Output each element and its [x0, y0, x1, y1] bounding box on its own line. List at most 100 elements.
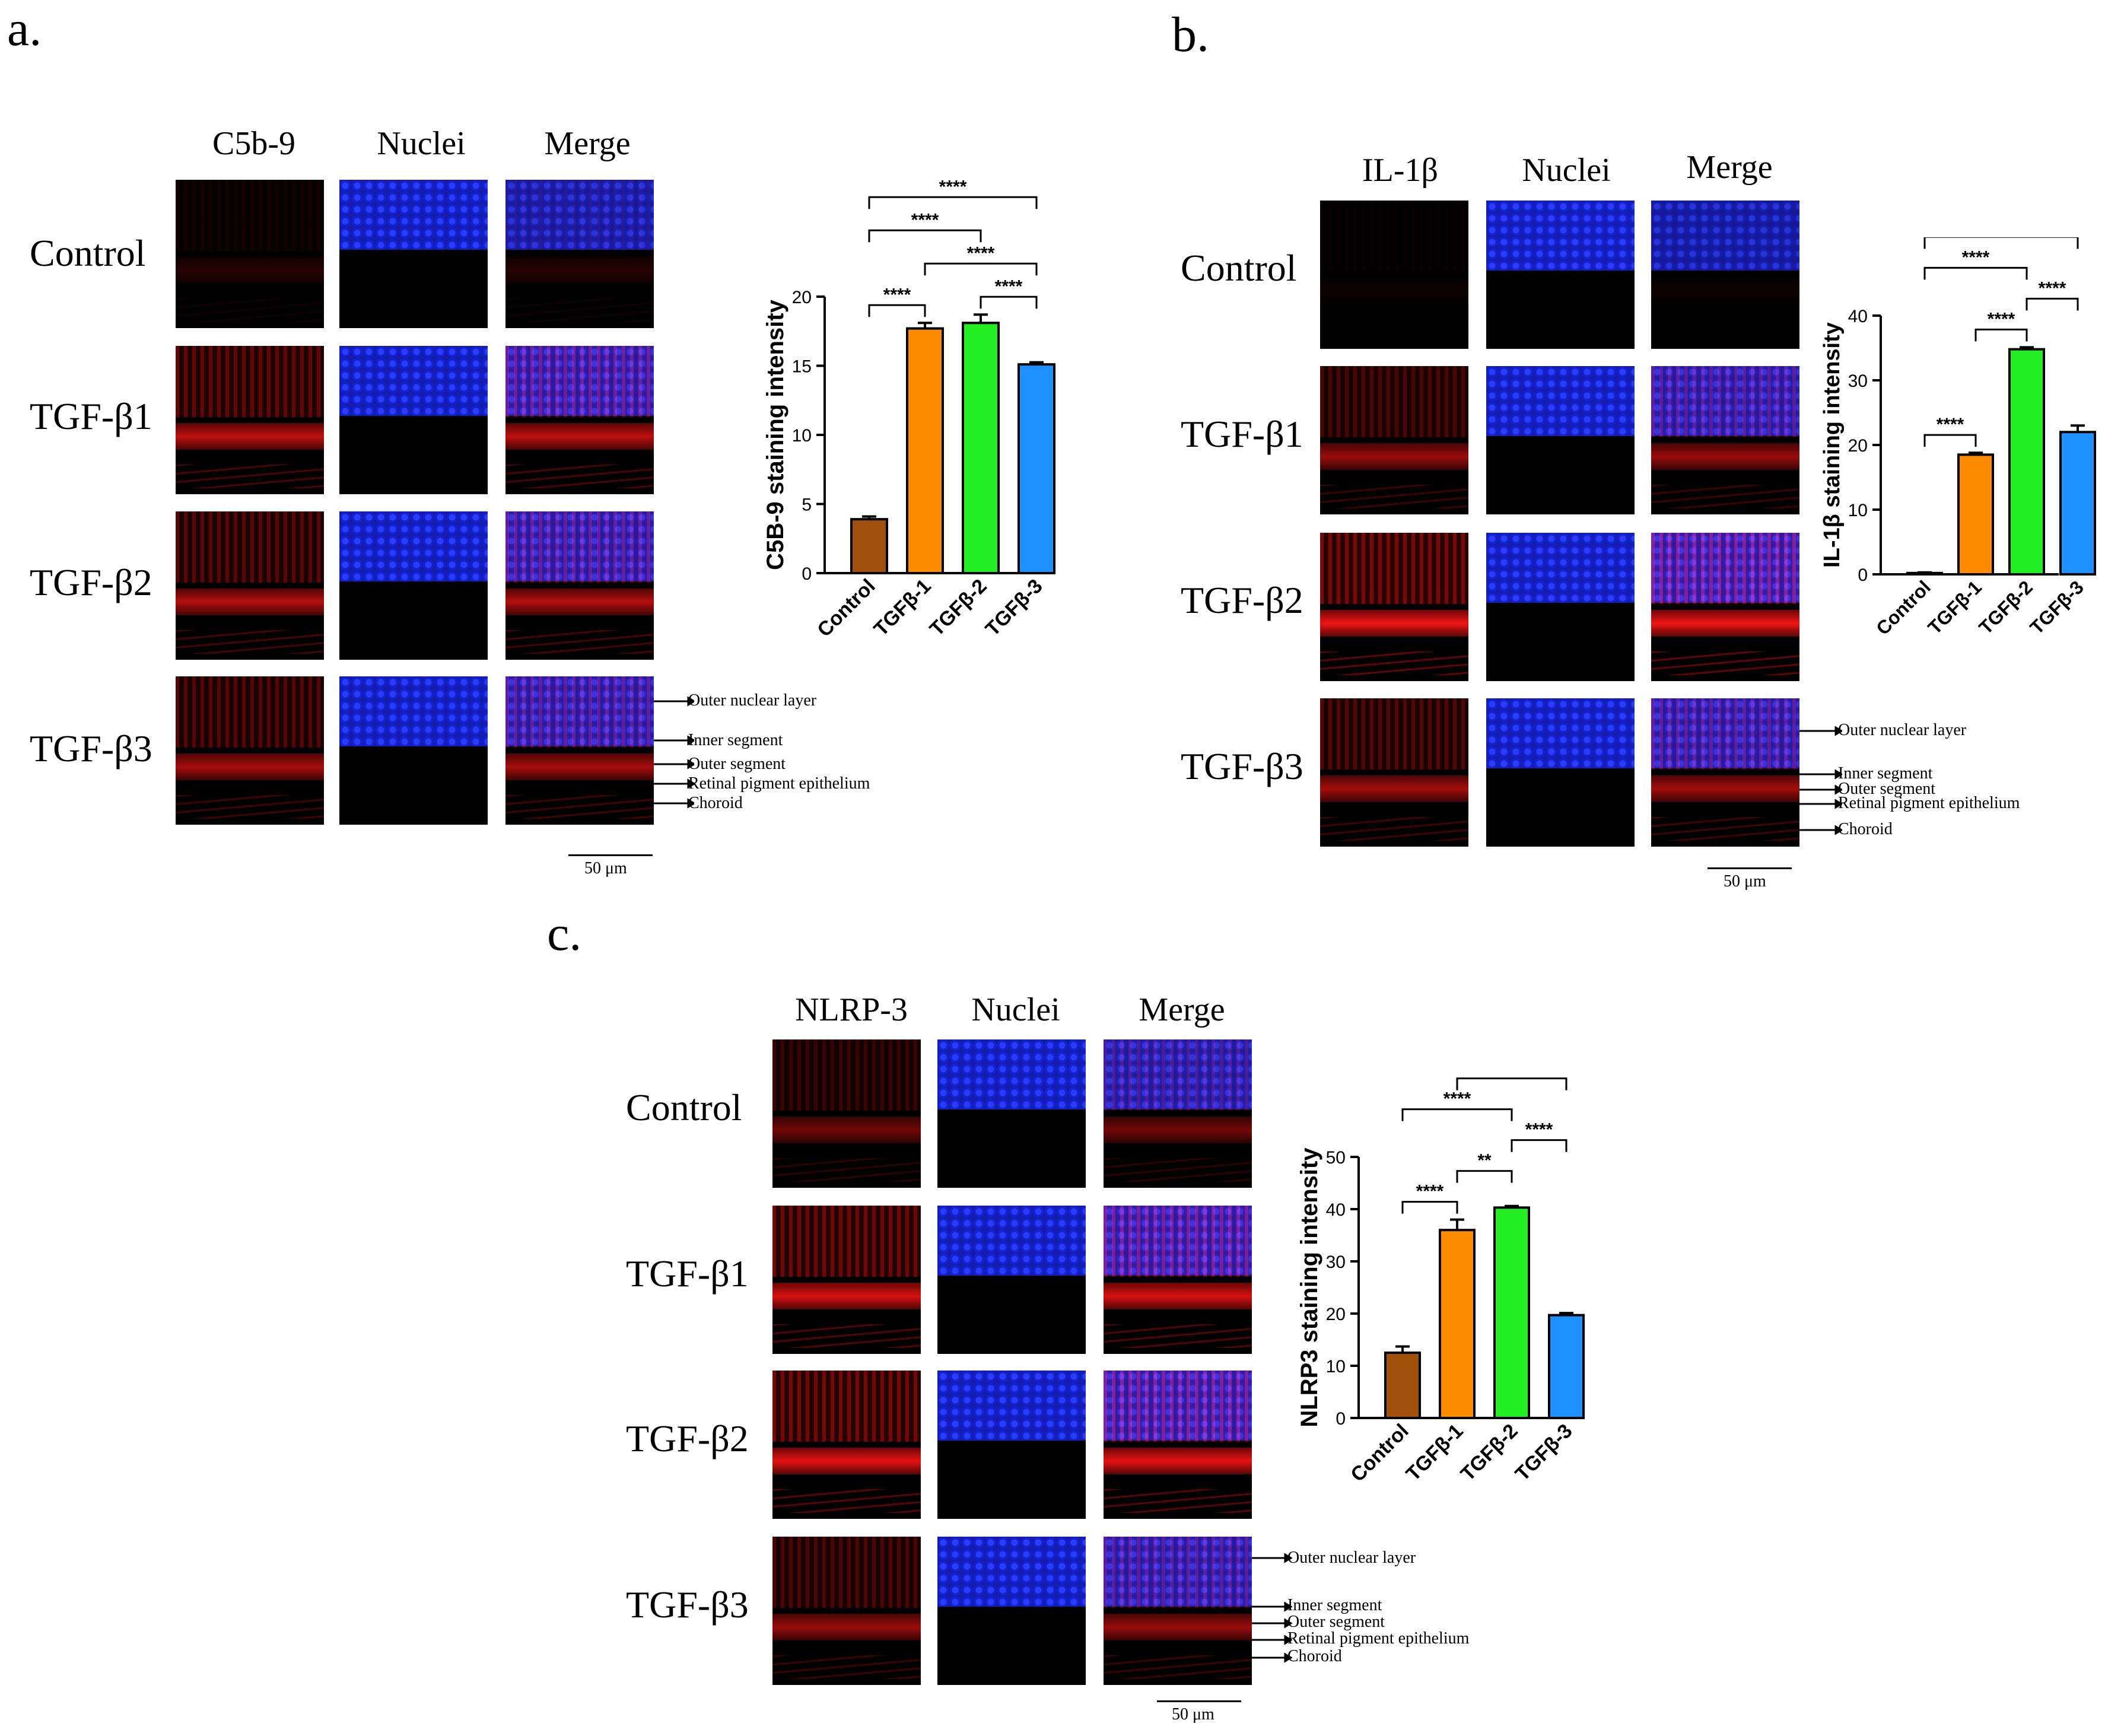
- layer-label-outer-nuclear: Outer nuclear layer: [688, 691, 817, 710]
- significance-line: [868, 196, 1038, 209]
- micrograph-tgfb1-nuclei: [937, 1206, 1086, 1354]
- micrograph-tgfb1-nuclei: [339, 346, 488, 494]
- micrograph-tgfb3-merge: [1104, 1537, 1252, 1685]
- micrograph-control-nuclei: [1486, 201, 1635, 349]
- micrograph-tgfb2-merge: [1651, 533, 1799, 681]
- y-tick-label: 40: [1848, 307, 1868, 326]
- y-tick-label: 30: [1326, 1252, 1346, 1272]
- row-label-tgfb2: TGF-β2: [30, 561, 152, 603]
- micrograph-control-merge: [1651, 201, 1799, 349]
- micrograph-tgfb2-merge: [505, 511, 654, 660]
- y-tick-label: 0: [1336, 1409, 1346, 1429]
- significance-line: [2026, 297, 2079, 311]
- significance-label: **: [1477, 1151, 1492, 1171]
- category-label-tgfb3: TGFβ-3: [1511, 1420, 1577, 1486]
- row-label-control: Control: [626, 1086, 742, 1128]
- bar-tgfb1: [906, 327, 944, 574]
- micrograph-tgfb2-merge: [1104, 1371, 1252, 1519]
- significance-line: [1923, 434, 1977, 447]
- significance-label: ****: [1443, 1089, 1471, 1109]
- category-label-tgfb3: TGFβ-3: [981, 575, 1047, 641]
- row-label-control: Control: [1181, 247, 1297, 289]
- y-tick-label: 10: [792, 426, 812, 446]
- y-tick-label: 40: [1326, 1200, 1346, 1220]
- micrograph-tgfb3-merge: [505, 676, 654, 825]
- y-axis-label: C5B-9 staining intensity: [762, 299, 788, 570]
- significance-label: ****: [967, 243, 995, 263]
- y-tick-label: 5: [802, 495, 812, 515]
- scale-bar-c-label: 50 μm: [1172, 1705, 1214, 1724]
- y-tick-label: 0: [1858, 565, 1868, 585]
- layer-label-outer-nuclear: Outer nuclear layer: [1287, 1549, 1416, 1567]
- significance-label: ****: [1525, 1120, 1553, 1140]
- significance-label: ****: [939, 177, 967, 196]
- significance-line: [868, 304, 926, 317]
- scale-bar-b: [1708, 867, 1792, 869]
- bar-tgfb3: [1548, 1314, 1585, 1420]
- significance-label: ****: [1416, 1182, 1444, 1201]
- micrograph-tgfb3-stain: [1320, 698, 1468, 847]
- layer-label-choroid: Choroid: [1287, 1647, 1342, 1665]
- significance-line: [1511, 1139, 1567, 1152]
- layer-label-outer-segment: Outer segment: [1287, 1613, 1385, 1631]
- micrograph-tgfb1-merge: [505, 346, 654, 494]
- category-label-tgfb1: TGFβ-1: [1402, 1420, 1468, 1486]
- row-label-tgfb1: TGF-β1: [626, 1252, 749, 1295]
- significance-bracket: ****: [1923, 237, 2079, 249]
- significance-label: ****: [1988, 309, 2015, 329]
- y-tick-label: 0: [802, 564, 812, 584]
- y-tick-label: 30: [1848, 371, 1868, 391]
- bar-tgfb3: [1018, 363, 1055, 574]
- category-label-tgfb1: TGFβ-1: [870, 575, 936, 641]
- micrograph-tgfb3-merge: [1651, 698, 1799, 847]
- panel-b-letter: b.: [1172, 7, 1209, 62]
- significance-bracket: ****: [1923, 247, 2028, 280]
- significance-line: [1923, 266, 2028, 280]
- category-label-tgfb2: TGFβ-2: [1457, 1420, 1522, 1486]
- y-tick-label: 50: [1326, 1148, 1346, 1168]
- bar-tgfb1: [1439, 1229, 1476, 1419]
- column-header-il1b: IL-1β: [1362, 152, 1438, 189]
- significance-bracket: ****: [868, 210, 982, 243]
- micrograph-control-merge: [505, 180, 654, 328]
- bar-tgfb1: [1957, 453, 1994, 576]
- layer-label-rpe: Retinal pigment epithelium: [1287, 1629, 1470, 1648]
- row-label-tgfb3: TGF-β3: [1181, 745, 1303, 787]
- y-tick-label: 20: [792, 288, 812, 307]
- y-axis-label: IL-1β staining intensity: [1820, 322, 1845, 568]
- significance-bracket: ****: [924, 243, 1038, 276]
- micrograph-tgfb3-nuclei: [339, 676, 488, 825]
- row-label-tgfb1: TGF-β1: [1181, 413, 1303, 455]
- significance-bracket: ****: [1974, 309, 2028, 342]
- micrograph-tgfb3-nuclei: [937, 1537, 1086, 1685]
- category-label-tgfb2: TGFβ-2: [1974, 576, 2037, 638]
- significance-line: [1456, 1170, 1513, 1183]
- micrograph-control-nuclei: [937, 1039, 1086, 1188]
- y-axis-label: NLRP3 staining intensity: [1296, 1147, 1322, 1427]
- column-header-nuclei: Nuclei: [1522, 152, 1611, 189]
- micrograph-control-nuclei: [339, 180, 488, 328]
- significance-bracket: ****: [868, 177, 1038, 209]
- significance-line: [1923, 237, 2079, 249]
- y-tick-label: 10: [1848, 501, 1868, 520]
- layer-label-outer-segment: Outer segment: [1838, 780, 1936, 798]
- row-label-tgfb1: TGF-β1: [30, 395, 152, 437]
- column-header-merge: Merge: [1139, 991, 1225, 1028]
- significance-label: ****: [2039, 278, 2066, 298]
- category-label-control: Control: [1872, 576, 1935, 639]
- significance-label: ****: [911, 210, 939, 230]
- bar-control: [850, 518, 888, 575]
- bar-control: [1384, 1352, 1421, 1419]
- row-label-tgfb2: TGF-β2: [1181, 579, 1303, 621]
- y-tick-label: 20: [1326, 1305, 1346, 1324]
- category-label-tgfb2: TGFβ-2: [926, 575, 991, 641]
- significance-bracket: ****: [868, 285, 926, 317]
- significance-label: ****: [883, 285, 911, 304]
- micrograph-tgfb1-stain: [176, 346, 324, 494]
- panel-a-letter: a.: [7, 1, 42, 56]
- significance-line: [1974, 328, 2028, 342]
- layer-label-inner-segment: Inner segment: [1838, 764, 1933, 783]
